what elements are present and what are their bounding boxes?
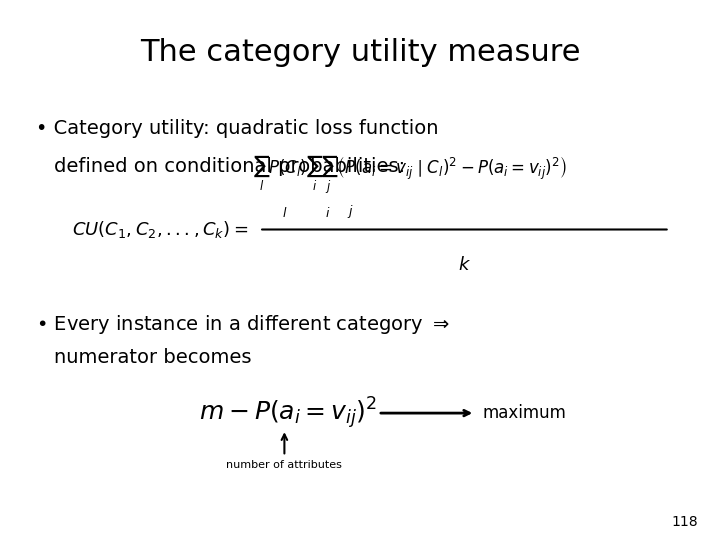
- Text: • Every instance in a different category $\Rightarrow$: • Every instance in a different category…: [36, 313, 449, 336]
- Text: numerator becomes: numerator becomes: [54, 348, 251, 367]
- Text: The category utility measure: The category utility measure: [140, 38, 580, 67]
- Text: $i$: $i$: [325, 206, 330, 220]
- Text: $m - P(a_i = v_{ij})^2$: $m - P(a_i = v_{ij})^2$: [199, 395, 377, 431]
- Text: maximum: maximum: [482, 404, 566, 422]
- Text: $\sum_l P(C_l)\sum_i\sum_j\left(P(a_i = v_{ij}\mid C_l)^2 - P(a_i = v_{ij})^2\ri: $\sum_l P(C_l)\sum_i\sum_j\left(P(a_i = …: [253, 154, 567, 197]
- Text: 118: 118: [672, 515, 698, 529]
- Text: $j$: $j$: [347, 204, 354, 220]
- Text: • Category utility: quadratic loss function: • Category utility: quadratic loss funct…: [36, 119, 438, 138]
- Text: defined on conditional probabilities:: defined on conditional probabilities:: [54, 157, 405, 176]
- Text: $k$: $k$: [458, 256, 471, 274]
- Text: number of attributes: number of attributes: [227, 460, 342, 470]
- Text: $l$: $l$: [282, 206, 287, 220]
- Text: $CU(C_1, C_2,...,C_k) = $: $CU(C_1, C_2,...,C_k) = $: [72, 219, 248, 240]
